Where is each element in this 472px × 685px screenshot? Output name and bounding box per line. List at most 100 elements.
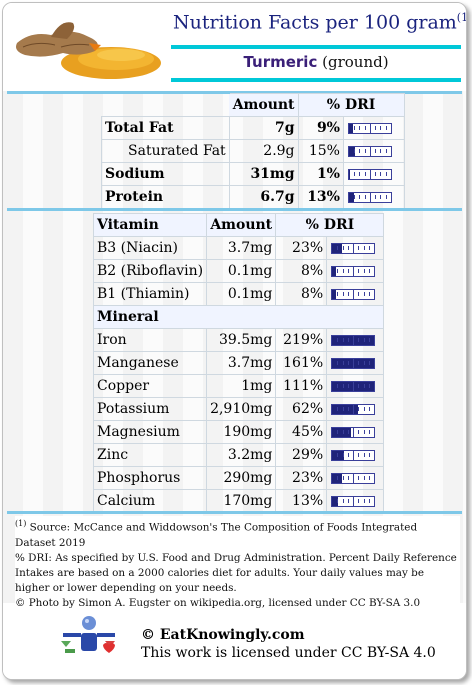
nutrient-amount: 6.7g [228,185,299,209]
dri-gauge-tick [358,499,360,503]
section-divider-bottom [7,511,462,514]
dri-gauge-tick [347,384,349,388]
nutrient-label: Sodium [101,162,230,186]
dri-gauge-tick [347,499,349,503]
turmeric-photo [11,13,161,83]
source-note: (1) Source: McCance and Widdowson's The … [15,519,418,549]
dri-gauge-tick [368,499,370,503]
dri-gauge-tick [363,499,365,503]
dri-gauge-tick [385,149,387,153]
dri-gauge-cell [326,282,385,306]
dri-gauge-tick [342,476,344,480]
dri-gauge-tick [369,146,371,156]
dri-gauge [331,472,376,484]
mineral-header-row: Mineral [92,305,385,329]
dri-gauge-tick [342,499,344,503]
macro-row: Total Fat 7g 9% [101,116,405,140]
macro-row: Protein 6.7g 13% [101,185,405,209]
dri-gauge-fill [332,496,338,506]
dri-gauge [347,191,392,203]
nutrient-dri: 8% [275,259,328,283]
dri-gauge-tick [342,430,344,434]
nutrient-amount: 3.2mg [206,443,277,467]
dri-gauge-tick [337,430,339,434]
nutrient-label: Manganese [92,351,208,375]
dri-gauge-tick [358,476,360,480]
mineral-row: Copper 1mg 111% [92,374,385,398]
dri-gauge-tick [337,292,339,296]
mineral-row: Zinc 3.2mg 29% [92,443,385,467]
dri-gauge-cell [326,420,385,444]
dri-gauge-tick [375,149,377,153]
dri-gauge-tick [337,361,339,365]
dri-gauge-tick [368,269,370,273]
dri-gauge [331,242,376,254]
dri-gauge [331,334,376,346]
dri-gauge-cell [326,351,385,375]
nutrient-label: B1 (Thiamin) [92,282,208,306]
dri-gauge [331,449,376,461]
dri-gauge-tick [363,269,365,273]
dri-gauge [347,145,392,157]
nutrient-dri: 23% [275,466,328,490]
mineral-row: Phosphorus 290mg 23% [92,466,385,490]
dri-gauge-tick [385,195,387,199]
dri-gauge-tick [353,266,355,276]
dri-gauge-tick [380,172,382,176]
license-text: This work is licensed under CC BY-SA 4.0 [141,645,436,661]
nutrient-label: Zinc [92,443,208,467]
dri-gauge-tick [353,289,355,299]
dri-gauge-tick [347,453,349,457]
dri-gauge-tick [342,407,344,411]
dri-gauge-tick [369,123,371,133]
eatknowingly-logo-icon [61,616,115,653]
nutrient-label: B2 (Riboflavin) [92,259,208,283]
dri-gauge-tick [358,407,360,411]
dri-gauge-cell [326,236,385,260]
dri-gauge-fill [348,146,356,156]
dri-gauge-cell [326,466,385,490]
dri-gauge-tick [368,338,370,342]
subtitle-underline [171,78,461,82]
dri-gauge-tick [358,246,360,250]
dri-gauge-tick [358,292,360,296]
nutrient-label: Copper [92,374,208,398]
dri-gauge-cell [342,162,405,186]
macros-header-dri: % DRI [297,93,405,117]
mineral-header: Mineral [92,305,385,329]
dri-gauge-tick [354,126,356,130]
nutrient-amount: 2,910mg [206,397,277,421]
dri-gauge-fill [332,404,359,414]
dri-gauge-tick [368,246,370,250]
dri-gauge-fill [332,266,336,276]
nutrient-amount: 0.1mg [206,259,277,283]
dri-gauge [331,403,376,415]
nutrient-label: Total Fat [101,116,230,140]
vitamin-row: B1 (Thiamin) 0.1mg 8% [92,282,385,306]
vitamin-amount-header: Amount [206,213,277,237]
vitamin-header: Vitamin [92,213,208,237]
dri-gauge-cell [342,185,405,209]
dri-gauge-tick [358,430,360,434]
dri-gauge-tick [354,149,356,153]
vitamin-header-row: Vitamin Amount % DRI [92,213,385,237]
nutrient-amount: 3.7mg [206,236,277,260]
nutrient-label: Potassium [92,397,208,421]
nutrient-amount: 31mg [228,162,299,186]
dri-gauge [331,495,376,507]
dri-gauge-tick [337,499,339,503]
dri-gauge-fill [348,123,353,133]
dri-gauge-tick [359,172,361,176]
dri-gauge-tick [347,338,349,342]
nutrient-dri: 8% [275,282,328,306]
header: Nutrition Facts per 100 gram(1) Turmeric… [3,3,466,91]
dri-gauge-tick [375,195,377,199]
dri-gauge-tick [359,195,361,199]
dri-gauge-tick [380,149,382,153]
dri-gauge-cell [342,139,405,163]
dri-gauge-tick [375,126,377,130]
dri-gauge [347,168,392,180]
dri-note: % DRI: As specified by U.S. Food and Dru… [15,551,457,595]
nutrient-dri: 15% [297,139,344,163]
dri-gauge-tick [358,384,360,388]
